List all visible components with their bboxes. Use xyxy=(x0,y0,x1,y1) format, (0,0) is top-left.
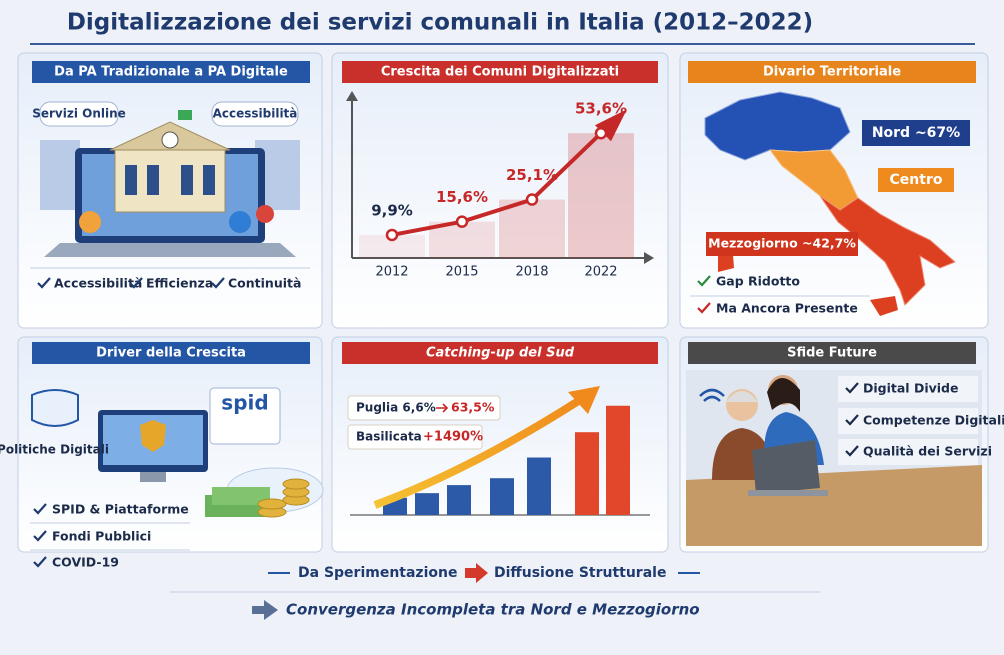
check-item: Accessibilità xyxy=(54,276,142,291)
check-item: Continuità xyxy=(228,276,301,291)
note-value: +1490% xyxy=(423,430,483,445)
x-tick-label: 2015 xyxy=(445,265,478,280)
page-title: Digitalizzazione dei servizi comunali in… xyxy=(67,10,813,36)
panel-header-bg xyxy=(32,342,310,364)
italy-map xyxy=(704,91,956,316)
check-item: Ma Ancora Presente xyxy=(716,301,858,316)
region-label: Centro xyxy=(890,172,943,188)
check-item: Competenze Digitali xyxy=(863,413,1004,428)
check-icon xyxy=(211,277,225,289)
panel-header-bg xyxy=(32,61,310,83)
panel-header-bg xyxy=(688,61,976,83)
region-label: Mezzogiorno ~42,7% xyxy=(708,236,856,251)
speech-bubble xyxy=(39,101,119,127)
x-tick-label: 2012 xyxy=(375,265,408,280)
panel-header-bg xyxy=(342,61,658,83)
check-icon xyxy=(33,530,47,542)
data-point xyxy=(455,215,469,228)
check-item: Efficienza xyxy=(146,276,213,291)
trend-arrow-head xyxy=(568,386,600,414)
check-icon xyxy=(845,445,859,457)
note-bg xyxy=(347,395,501,421)
check-icon xyxy=(129,277,143,289)
area-column xyxy=(568,133,634,258)
data-point xyxy=(525,193,539,206)
panel-header: Da PA Tradizionale a PA Digitale xyxy=(54,65,288,80)
panel-header-bg xyxy=(342,342,658,364)
panel-header: Divario Territoriale xyxy=(763,65,901,80)
region-label-bg xyxy=(706,232,858,256)
x-axis-arrow xyxy=(644,252,654,264)
check-bg xyxy=(838,439,978,465)
check-item: Fondi Pubblici xyxy=(52,529,151,544)
data-point xyxy=(594,126,608,140)
value-label: 15,6% xyxy=(436,188,488,206)
drivers-illustration xyxy=(31,387,324,518)
check-icon xyxy=(845,382,859,394)
check-bg xyxy=(838,376,978,402)
bar xyxy=(575,432,599,515)
region-label-bg xyxy=(862,120,970,146)
bar xyxy=(527,457,551,515)
bar xyxy=(415,493,439,515)
area-column xyxy=(499,199,565,258)
check-icon xyxy=(697,275,711,287)
check-item: SPID & Piattaforme xyxy=(52,502,189,517)
value-label: 25,1% xyxy=(506,166,558,184)
check-icon xyxy=(37,277,51,289)
panel-header: Catching-up del Sud xyxy=(426,346,575,361)
bar xyxy=(447,485,471,515)
note-bg xyxy=(347,424,483,450)
footer-to: Diffusione Strutturale xyxy=(494,565,666,581)
y-axis-arrow xyxy=(346,91,358,101)
growth-line xyxy=(391,131,603,237)
check-item: Gap Ridotto xyxy=(716,274,800,289)
check-icon xyxy=(33,556,47,568)
conclusion-arrow xyxy=(252,600,278,620)
bar xyxy=(606,405,630,515)
panel-header-bg xyxy=(688,342,976,364)
trend-arrow xyxy=(373,396,583,509)
check-icon xyxy=(697,302,711,314)
check-item: COVID-19 xyxy=(52,555,119,570)
town-hall-illustration xyxy=(40,110,300,257)
data-point xyxy=(385,228,399,242)
check-icon xyxy=(845,414,859,426)
value-label: 53,6% xyxy=(575,100,627,118)
note-value: 63,5% xyxy=(451,400,495,415)
region-label: Nord ~67% xyxy=(872,125,960,141)
caption: Politiche Digitali xyxy=(0,443,109,457)
spid-logo: spid xyxy=(221,391,268,415)
note-arrow xyxy=(436,403,449,413)
value-label: 9,9% xyxy=(371,201,413,219)
check-item: Digital Divide xyxy=(863,381,958,396)
check-item: Qualità dei Servizi xyxy=(863,444,992,459)
check-icon xyxy=(33,503,47,515)
conclusion: Convergenza Incompleta tra Nord e Mezzog… xyxy=(286,601,700,619)
x-tick-label: 2022 xyxy=(584,265,617,280)
note-label: Puglia 6,6% xyxy=(356,401,436,415)
x-tick-label: 2018 xyxy=(515,265,548,280)
bar xyxy=(490,478,514,515)
footer-from: Da Sperimentazione xyxy=(298,565,457,581)
speech-bubble xyxy=(211,101,299,127)
note-label: Basilicata xyxy=(356,430,422,444)
panel-header: Driver della Crescita xyxy=(96,346,246,361)
check-bg xyxy=(838,408,978,434)
bubble-text: Accessibilità xyxy=(213,107,298,121)
bubble-text: Servizi Online xyxy=(32,107,126,121)
panel-header: Crescita dei Comuni Digitalizzati xyxy=(381,65,619,80)
footer-arrow xyxy=(465,563,488,583)
region-label-bg xyxy=(878,168,954,192)
panel-header: Sfide Future xyxy=(787,346,877,361)
panel xyxy=(331,52,669,329)
area-column xyxy=(359,234,425,258)
